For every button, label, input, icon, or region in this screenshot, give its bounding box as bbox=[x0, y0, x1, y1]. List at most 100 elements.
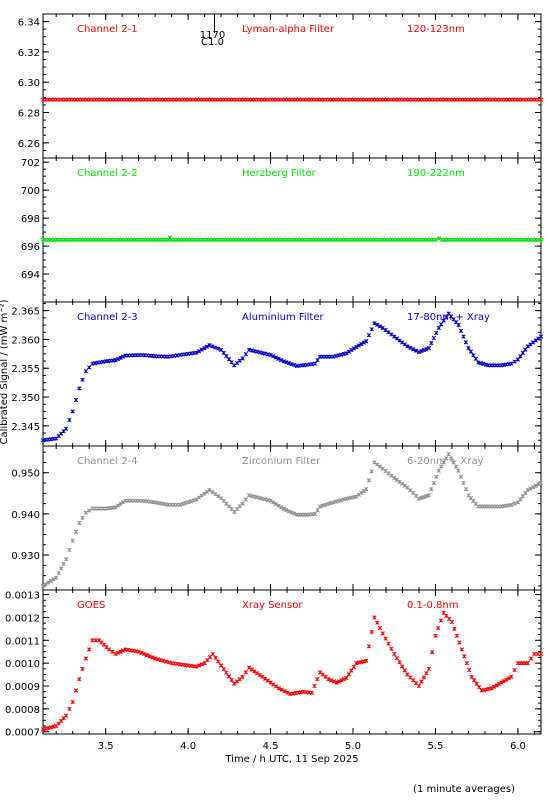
flare-marker-label-goes: C1.0 bbox=[201, 37, 224, 48]
data-point bbox=[461, 480, 466, 486]
data-point bbox=[87, 365, 92, 370]
data-series bbox=[40, 311, 544, 443]
data-point bbox=[87, 508, 92, 513]
data-point bbox=[276, 503, 281, 508]
data-point bbox=[106, 647, 112, 652]
data-point bbox=[354, 344, 359, 350]
data-point bbox=[48, 578, 54, 584]
data-point bbox=[416, 683, 422, 689]
data-point bbox=[281, 506, 286, 512]
panel-frame bbox=[42, 157, 542, 303]
data-point bbox=[431, 335, 436, 341]
data-point bbox=[210, 344, 215, 349]
data-point bbox=[216, 659, 221, 664]
y-tick-label: 0.0013 bbox=[5, 591, 40, 602]
panel-band-label: 120-123nm bbox=[407, 24, 465, 35]
data-point bbox=[533, 483, 538, 488]
panel-channel-label: Channel 2-2 bbox=[77, 168, 138, 179]
data-point bbox=[194, 664, 199, 669]
data-point bbox=[276, 686, 281, 691]
data-point bbox=[210, 489, 215, 495]
panel-3: 2.345 2.350 2.355 2.360 2.365 Channel 2-3 Alum… bbox=[11, 301, 544, 447]
data-point bbox=[284, 507, 289, 513]
data-point bbox=[73, 529, 79, 534]
panel-filter-label: Herzberg Filter bbox=[242, 168, 317, 179]
data-point bbox=[369, 469, 374, 474]
data-point bbox=[252, 669, 257, 674]
data-point bbox=[150, 655, 155, 660]
data-point bbox=[501, 678, 507, 684]
data-point bbox=[278, 357, 284, 363]
data-point bbox=[257, 672, 262, 678]
data-point bbox=[260, 674, 265, 680]
data-point bbox=[448, 456, 454, 461]
data-point bbox=[271, 682, 276, 687]
data-point bbox=[402, 483, 407, 488]
data-point bbox=[383, 327, 388, 333]
data-point bbox=[73, 688, 79, 693]
data-point bbox=[196, 495, 202, 500]
data-point bbox=[312, 683, 317, 689]
data-point bbox=[191, 498, 196, 503]
data-point bbox=[113, 358, 118, 363]
data-point bbox=[468, 349, 474, 354]
data-point bbox=[43, 582, 48, 587]
y-tick-label: 0.0012 bbox=[5, 613, 40, 624]
data-point bbox=[315, 508, 320, 513]
data-point bbox=[54, 575, 59, 580]
data-series bbox=[40, 610, 544, 732]
y-tick-label: 0.940 bbox=[11, 510, 40, 521]
data-point bbox=[216, 494, 221, 499]
data-point bbox=[265, 678, 270, 683]
data-point bbox=[120, 500, 126, 505]
data-point bbox=[364, 339, 369, 344]
data-point bbox=[474, 681, 479, 686]
data-point bbox=[430, 650, 435, 655]
data-point bbox=[386, 641, 391, 646]
averaging-note: (1 minute averages) bbox=[413, 784, 515, 795]
data-point bbox=[528, 486, 533, 491]
data-point bbox=[400, 481, 405, 486]
data-point bbox=[344, 351, 349, 356]
data-point bbox=[202, 491, 207, 496]
data-point bbox=[273, 501, 278, 507]
data-point bbox=[282, 688, 287, 694]
data-point bbox=[315, 676, 320, 682]
data-point bbox=[344, 675, 349, 681]
data-point bbox=[515, 357, 521, 362]
data-point bbox=[243, 351, 248, 357]
data-point bbox=[77, 520, 82, 526]
data-point bbox=[80, 515, 85, 520]
data-point bbox=[70, 699, 75, 705]
data-point bbox=[489, 686, 494, 691]
panel-channel-label: Channel 2-4 bbox=[77, 456, 138, 467]
data-point bbox=[213, 345, 218, 350]
data-point bbox=[441, 460, 446, 465]
x-tick-label: 5.0 bbox=[345, 741, 361, 752]
data-point bbox=[139, 650, 144, 656]
data-point bbox=[402, 668, 407, 673]
panel-filter-label: Zirconium Filter bbox=[242, 456, 321, 467]
data-point bbox=[386, 330, 391, 335]
data-point bbox=[466, 345, 471, 351]
data-point bbox=[279, 687, 284, 692]
data-point bbox=[532, 651, 537, 657]
data-point bbox=[115, 356, 121, 362]
data-point bbox=[67, 706, 72, 712]
data-point bbox=[369, 629, 374, 635]
data-point bbox=[229, 677, 234, 683]
data-point bbox=[180, 501, 185, 507]
data-point bbox=[188, 499, 194, 504]
data-point bbox=[268, 498, 273, 503]
data-point bbox=[467, 667, 472, 673]
data-point bbox=[366, 644, 372, 649]
data-point bbox=[341, 676, 347, 682]
data-point bbox=[436, 236, 441, 241]
y-tick-label: 0.0007 bbox=[5, 728, 40, 739]
data-point bbox=[118, 649, 123, 654]
data-point bbox=[336, 679, 342, 684]
data-series bbox=[40, 97, 544, 102]
data-point bbox=[509, 674, 514, 680]
data-point bbox=[421, 494, 427, 500]
data-point bbox=[518, 354, 523, 359]
